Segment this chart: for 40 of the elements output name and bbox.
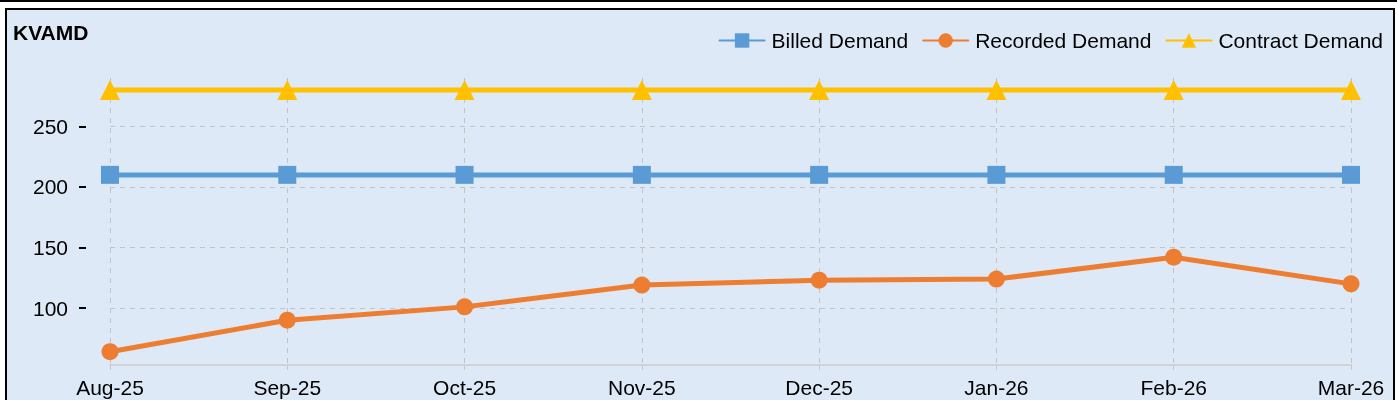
point bbox=[1165, 248, 1183, 266]
legend-label: Recorded Demand bbox=[975, 29, 1152, 52]
x-tick-label: Oct-25 bbox=[433, 376, 497, 399]
point bbox=[278, 311, 296, 329]
point bbox=[631, 80, 652, 101]
x-tick-label: Nov-25 bbox=[608, 376, 676, 399]
point bbox=[454, 80, 475, 101]
point bbox=[455, 165, 474, 184]
point bbox=[101, 343, 119, 361]
y-axis-title: KVAMD bbox=[13, 21, 89, 44]
point bbox=[810, 271, 828, 289]
point bbox=[987, 270, 1005, 288]
point bbox=[986, 80, 1007, 101]
x-tick-label: Feb-26 bbox=[1140, 376, 1207, 399]
point bbox=[456, 298, 474, 316]
point bbox=[101, 165, 119, 184]
point bbox=[278, 165, 297, 184]
point bbox=[1164, 165, 1183, 184]
point bbox=[1342, 165, 1360, 184]
x-tick-label: Sep-25 bbox=[253, 376, 322, 399]
point bbox=[633, 276, 651, 294]
x-tick-label: Jan-26 bbox=[964, 376, 1029, 399]
y-tick-label: 250 bbox=[32, 114, 68, 138]
point bbox=[1342, 275, 1360, 293]
x-tick-label: Mar-26 bbox=[1317, 376, 1385, 399]
x-tick-label: Dec-25 bbox=[785, 376, 853, 399]
point bbox=[810, 165, 829, 184]
legend-label: Billed Demand bbox=[771, 29, 909, 52]
point bbox=[1163, 80, 1184, 101]
point bbox=[1341, 80, 1361, 101]
point bbox=[809, 80, 830, 101]
point bbox=[632, 165, 651, 184]
point bbox=[277, 80, 298, 101]
x-tick-label: Aug-25 bbox=[76, 376, 144, 399]
point bbox=[987, 165, 1006, 184]
y-tick-label: 150 bbox=[32, 236, 68, 260]
y-tick-label: 100 bbox=[32, 296, 68, 320]
y-tick-label: 200 bbox=[32, 175, 68, 199]
point bbox=[100, 80, 120, 101]
legend-label: Contract Demand bbox=[1218, 29, 1383, 52]
